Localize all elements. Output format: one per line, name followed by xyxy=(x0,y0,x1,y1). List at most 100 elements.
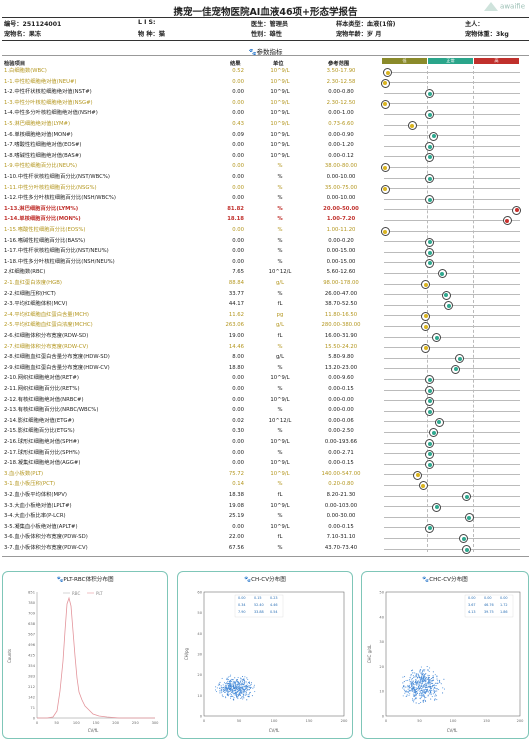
scatter-point xyxy=(223,691,226,693)
result-row: 1-16.嗜碱性粒细胞百分比(BAS%) 0.00% 0.00-0.20 xyxy=(0,237,531,247)
result-row: 2-10.网织红细胞绝对值(RET#) 0.00 10^9/L 0.00-9.60 xyxy=(0,374,531,385)
scatter-point xyxy=(416,675,418,677)
scatter-point xyxy=(423,679,425,681)
item-result: 0.00 xyxy=(232,258,244,265)
gauge-marker xyxy=(459,534,469,544)
scatter-point xyxy=(248,681,250,684)
gauge-track xyxy=(384,347,520,349)
scatter-point xyxy=(410,688,412,690)
item-ref-range: 16.00-31.90 xyxy=(324,333,358,339)
scatter-point xyxy=(227,686,229,688)
item-unit: % xyxy=(277,449,283,456)
scatter-point xyxy=(232,681,234,683)
scatter-point xyxy=(232,691,234,693)
ch-ylabel: CH/pg xyxy=(184,647,189,660)
scatter-point xyxy=(224,696,227,698)
scatter-point xyxy=(419,686,421,689)
scatter-point xyxy=(422,699,424,702)
result-row: 3-5.凝集血小板绝对值(APLT#) 0.00 10^9/L 0.00-0.15 xyxy=(0,523,531,533)
scatter-point xyxy=(411,698,414,700)
y-tick-label: 30 xyxy=(197,653,202,657)
chc-cv-title: 🐾CHC-CV分布图 xyxy=(422,577,468,583)
item-unit: 10^9/L xyxy=(270,152,290,159)
chc-stats-table: 0.00 0.00 0.00 3.67 46.76 1.72 4.13 39.75 1.86 xyxy=(464,594,514,618)
scatter-point xyxy=(243,683,245,686)
stats-cell: 4.46 xyxy=(270,603,278,607)
scatter-point xyxy=(223,688,225,690)
scatter-point xyxy=(243,693,245,695)
scatter-point xyxy=(244,694,246,696)
scatter-point xyxy=(413,687,415,690)
scatter-point xyxy=(425,692,427,694)
scatter-point xyxy=(423,670,425,672)
scatter-point xyxy=(423,680,425,682)
gauge-marker xyxy=(512,205,522,215)
scatter-point xyxy=(230,690,232,692)
gauge-track xyxy=(384,177,520,179)
header-name: 检验项目 xyxy=(4,61,26,67)
item-unit: % xyxy=(277,195,283,202)
scatter-point xyxy=(426,682,428,684)
scatter-point xyxy=(405,686,407,688)
y-tick-label: 212 xyxy=(28,685,35,689)
scatter-point xyxy=(403,684,405,687)
y-tick-label: 851 xyxy=(28,591,35,595)
scatter-point xyxy=(419,680,421,682)
scatter-point xyxy=(228,683,230,685)
scatter-point xyxy=(422,701,424,703)
item-ref-range: 0.00-1.00 xyxy=(328,110,354,117)
scatter-point xyxy=(229,681,231,683)
scatter-point xyxy=(234,682,236,684)
item-name: 2-18.凝集红细胞绝对值(AGG#) xyxy=(4,460,81,467)
scatter-point xyxy=(419,670,421,672)
scatter-point xyxy=(434,695,436,697)
scatter-point xyxy=(419,690,421,692)
item-result: 0.00 xyxy=(232,460,244,467)
scatter-point xyxy=(223,682,226,684)
scatter-point xyxy=(251,695,253,697)
scatter-point xyxy=(234,691,237,693)
item-ref-range: 98.00-178.00 xyxy=(323,280,359,286)
scatter-point xyxy=(436,688,438,690)
item-result: 0.14 xyxy=(232,481,244,488)
scatter-point xyxy=(434,674,436,676)
gauge-marker xyxy=(429,428,439,438)
gauge-track xyxy=(384,92,520,94)
scatter-point xyxy=(244,676,246,678)
scatter-point xyxy=(420,693,422,695)
x-tick-label: 100 xyxy=(271,719,279,723)
result-row: 1-2.中性杆状核粒细胞绝对值(NST#) 0.00 10^9/L 0.00-0.80 xyxy=(0,88,531,99)
scatter-point xyxy=(426,666,428,668)
scatter-point xyxy=(431,686,433,688)
gauge-marker xyxy=(462,492,472,501)
scatter-point xyxy=(253,684,255,686)
scatter-point xyxy=(221,694,223,696)
x-tick-label: 150 xyxy=(93,721,101,725)
result-row: 2-1.血红蛋白浓度(HGB) 88.84 g/L 98.00-178.00 xyxy=(0,279,531,289)
item-name: 1-9.中性粒细胞百分比(NEU%) xyxy=(4,163,78,170)
scatter-point xyxy=(432,675,434,677)
result-row: 2-7.红细胞体积分布宽度(RDW-CV) 14.46% 15.50-24.20 xyxy=(0,343,531,353)
item-ref-range: 5.80-9.80 xyxy=(328,354,354,361)
item-name: 1-10.中性杆状核粒细胞百分比(NST/WBC%) xyxy=(4,174,110,180)
item-result: 0.00 xyxy=(232,523,244,530)
scatter-point xyxy=(240,697,242,699)
item-ref-range: 0.00-10.00 xyxy=(326,195,356,202)
scatter-point xyxy=(409,679,411,681)
item-name: 1-6.单核细胞绝对值(MON#) xyxy=(4,131,73,138)
normal-high-divider xyxy=(473,66,474,552)
gauge-marker xyxy=(437,269,447,279)
scatter-point xyxy=(411,682,413,684)
scatter-point xyxy=(425,684,427,686)
item-result: 263.06 xyxy=(225,322,244,329)
scatter-point xyxy=(411,685,413,687)
scatter-point xyxy=(425,677,428,679)
scatter-point xyxy=(424,697,426,699)
scatter-point xyxy=(243,688,245,690)
scatter-point xyxy=(443,678,445,680)
result-row: 1-18.中性多分叶核粒细胞百分比(NSH/NEU%) 0.00% 0.00-15.… xyxy=(0,258,531,268)
chc-x-ticks: 0 50 100 150 200 xyxy=(385,719,524,723)
scatter-point xyxy=(411,683,413,685)
scatter-point xyxy=(430,694,432,696)
